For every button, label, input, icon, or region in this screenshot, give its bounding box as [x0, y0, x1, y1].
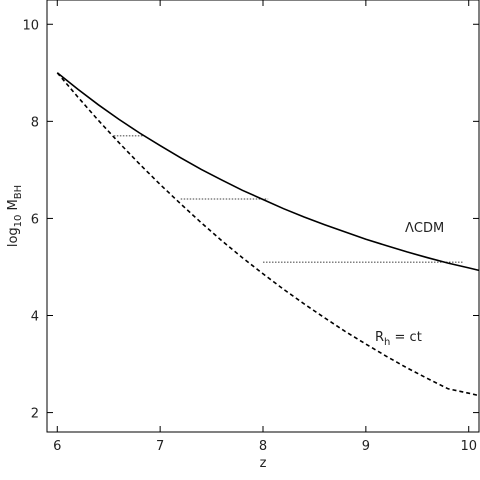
y-label-m: M	[6, 199, 21, 214]
rh-label-sub-h: h	[384, 337, 390, 348]
x-ticks: 6 7 8 9 10	[53, 0, 477, 454]
plot-frame	[46, 0, 480, 433]
rh-ct-curve	[56, 72, 480, 397]
y-label-sub-10: 10	[13, 215, 24, 228]
x-tick-label: 7	[156, 439, 164, 454]
y-tick-label: 6	[31, 212, 39, 227]
x-axis-label: z	[260, 456, 267, 471]
x-tick-label: 9	[362, 439, 370, 454]
x-tick-label: 10	[460, 439, 477, 454]
x-tick-label: 6	[53, 439, 61, 454]
y-tick-label: 8	[31, 115, 39, 130]
series-lines	[56, 72, 480, 397]
lcdm-label: ΛCDM	[405, 221, 444, 236]
lcdm-curve	[56, 72, 480, 272]
x-tick-label: 8	[259, 439, 267, 454]
rh-label-r: R	[375, 330, 384, 345]
y-label-sub-bh: BH	[13, 185, 24, 199]
y-tick-label: 10	[22, 18, 39, 33]
y-tick-label: 2	[31, 407, 39, 422]
y-axis-label: log10 MBH	[6, 185, 24, 247]
y-ticks: 2 4 6 8 10	[22, 18, 479, 422]
rh-label-rest: = ct	[390, 330, 421, 345]
y-tick-label: 4	[31, 310, 39, 325]
connector-lines	[113, 135, 464, 263]
y-label-log: log	[6, 227, 21, 247]
rh-ct-label: Rh = ct	[375, 330, 422, 348]
